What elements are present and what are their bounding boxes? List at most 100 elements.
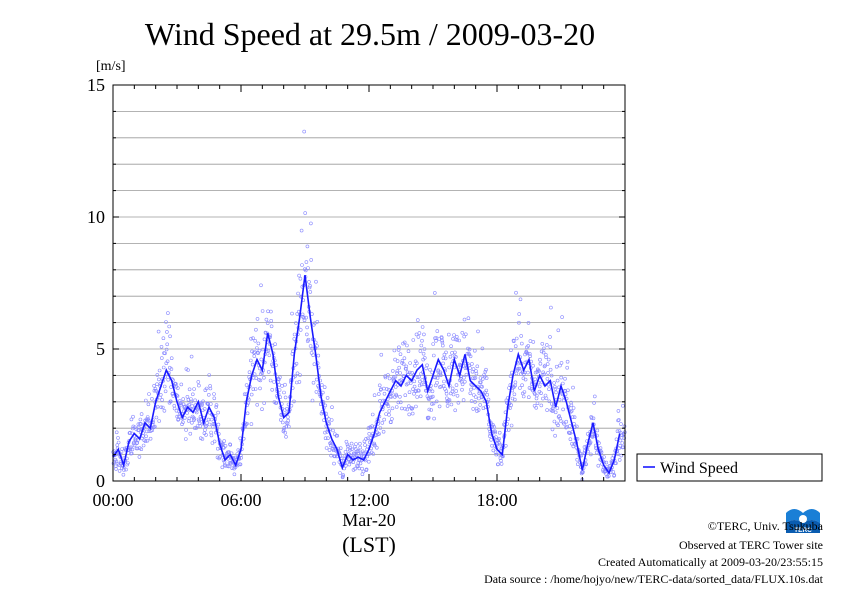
- scatter-point: [484, 388, 489, 393]
- scatter-point: [435, 376, 440, 380]
- scatter-point: [381, 429, 386, 434]
- scatter-point: [295, 371, 300, 376]
- y-axis-unit-label: [m/s]: [96, 59, 126, 74]
- scatter-point: [612, 473, 617, 477]
- scatter-point: [517, 312, 522, 316]
- scatter-point: [407, 390, 412, 395]
- scatter-point: [312, 362, 317, 367]
- scatter-point: [169, 356, 174, 361]
- scatter-point: [191, 392, 195, 397]
- scatter-point: [265, 321, 270, 325]
- chart-title: Wind Speed at 29.5m / 2009-03-20: [145, 16, 595, 52]
- scatter-point: [328, 441, 333, 446]
- scatter-point: [223, 463, 227, 468]
- scatter-point: [159, 344, 164, 349]
- scatter-point: [447, 398, 452, 402]
- scatter-point: [329, 418, 334, 422]
- scatter-point: [180, 422, 184, 427]
- scatter-point: [418, 349, 423, 353]
- scatter-point: [262, 337, 267, 342]
- scatter-point: [621, 403, 625, 408]
- scatter-point: [523, 377, 528, 382]
- scatter-point: [249, 392, 254, 397]
- scatter-point: [255, 317, 260, 321]
- scatter-point: [264, 317, 269, 322]
- scatter-point: [540, 372, 545, 377]
- scatter-point: [294, 361, 299, 366]
- scatter-point: [169, 399, 173, 404]
- scatter-point: [354, 442, 358, 446]
- scatter-point: [283, 430, 288, 435]
- scatter-point: [565, 359, 570, 364]
- scatter-point: [544, 355, 548, 360]
- scatter-point: [114, 467, 118, 471]
- scatter-point: [544, 396, 549, 401]
- scatter-point: [145, 438, 150, 443]
- scatter-point: [509, 348, 513, 353]
- scatter-point: [349, 441, 354, 446]
- grid-lines: [113, 111, 625, 456]
- scatter-point: [461, 398, 466, 402]
- scatter-point: [560, 381, 565, 386]
- scatter-point: [138, 417, 143, 422]
- scatter-point: [526, 370, 530, 375]
- scatter-point: [414, 404, 418, 409]
- scatter-point: [304, 260, 309, 264]
- scatter-point: [404, 367, 408, 371]
- scatter-point: [137, 425, 141, 430]
- scatter-point: [572, 415, 577, 420]
- scatter-point: [416, 388, 421, 393]
- scatter-point: [425, 363, 429, 368]
- scatter-point: [570, 415, 575, 419]
- y-tick-labels: 0 5 10 15: [87, 75, 105, 491]
- scatter-point: [311, 380, 316, 385]
- scatter-point: [333, 454, 338, 459]
- scatter-point: [214, 403, 219, 407]
- scatter-point: [345, 442, 350, 447]
- scatter-point: [298, 328, 303, 332]
- scatter-point: [539, 391, 543, 396]
- scatter-point: [254, 376, 259, 380]
- scatter-point: [522, 372, 526, 377]
- terc-logo-text: TERC: [794, 527, 812, 534]
- scatter-point: [540, 341, 545, 346]
- scatter-point: [314, 279, 318, 284]
- scatter-point: [464, 372, 469, 377]
- scatter-point: [549, 373, 554, 378]
- scatter-point: [330, 405, 334, 410]
- scatter-point: [440, 340, 445, 345]
- scatter-point: [478, 376, 483, 380]
- scatter-point: [202, 407, 207, 411]
- scatter-point: [616, 418, 621, 422]
- scatter-point: [204, 424, 209, 428]
- scatter-point: [135, 446, 140, 451]
- scatter-point: [402, 340, 407, 345]
- scatter-point: [365, 444, 370, 449]
- scatter-point: [206, 402, 210, 407]
- scatter-point: [531, 363, 535, 368]
- scatter-point: [129, 417, 134, 422]
- scatter-point: [382, 386, 386, 391]
- scatter-point: [382, 417, 387, 422]
- scatter-point: [360, 466, 364, 471]
- scatter-point: [406, 349, 411, 354]
- scatter-point: [434, 399, 439, 404]
- scatter-point: [165, 359, 170, 364]
- scatter-point: [491, 448, 496, 453]
- scatter-point: [450, 351, 454, 355]
- scatter-point: [245, 411, 250, 416]
- y-tick-label: 10: [87, 207, 105, 227]
- scatter-point: [556, 423, 560, 428]
- scatter-point: [266, 349, 271, 353]
- scatter-point: [161, 336, 166, 341]
- observed-text: Observed at TERC Tower site: [678, 538, 823, 552]
- scatter-point: [592, 401, 596, 405]
- scatter-point: [356, 449, 361, 453]
- scatter-point: [526, 321, 531, 325]
- scatter-point: [431, 353, 436, 358]
- scatter-point: [387, 376, 392, 381]
- scatter-point: [189, 397, 193, 401]
- scatter-point: [160, 356, 164, 360]
- scatter-point: [568, 437, 573, 442]
